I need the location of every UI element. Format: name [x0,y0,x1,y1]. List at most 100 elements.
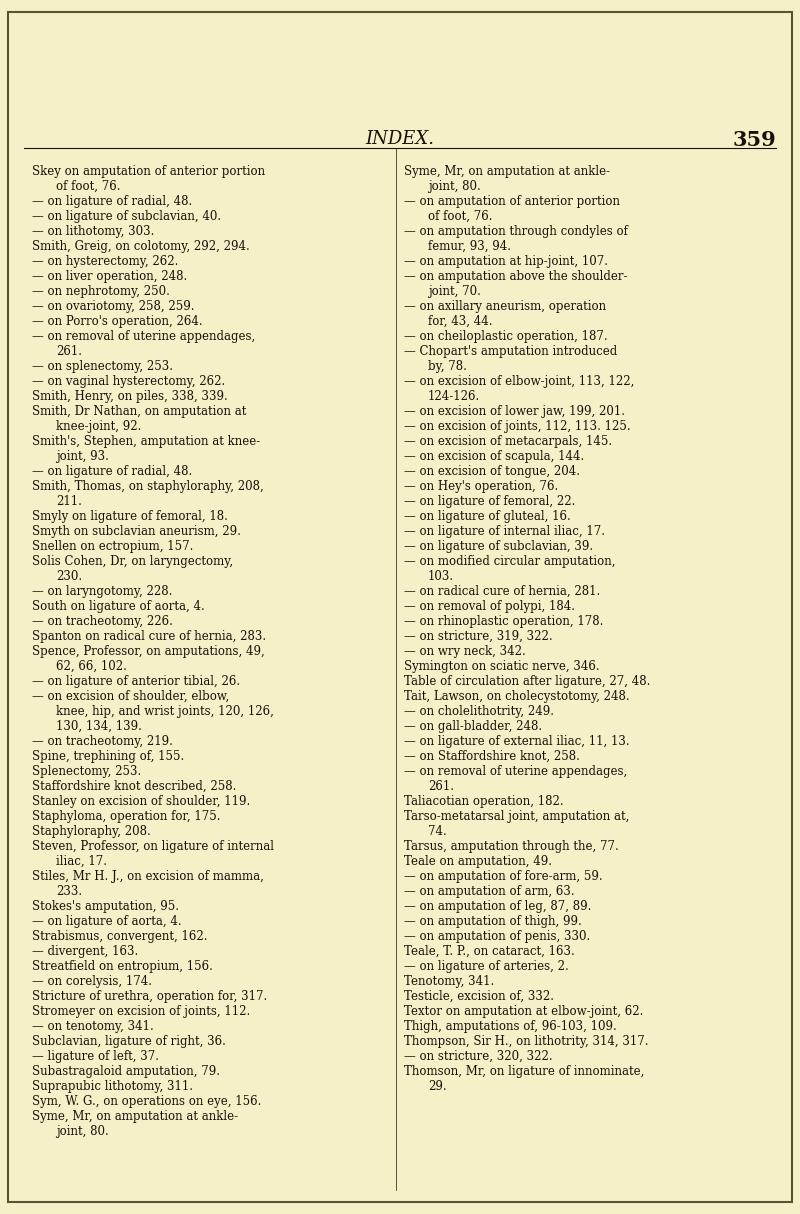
Text: Smith's, Stephen, amputation at knee-: Smith's, Stephen, amputation at knee- [32,435,260,448]
Text: Teale, T. P., on cataract, 163.: Teale, T. P., on cataract, 163. [404,944,574,958]
Text: iliac, 17.: iliac, 17. [56,855,107,868]
Text: — on ligature of external iliac, 11, 13.: — on ligature of external iliac, 11, 13. [404,734,630,748]
Text: joint, 80.: joint, 80. [56,1124,109,1138]
Text: — on amputation of anterior portion: — on amputation of anterior portion [404,195,620,208]
Text: Solis Cohen, Dr, on laryngectomy,: Solis Cohen, Dr, on laryngectomy, [32,555,233,568]
Text: — on laryngotomy, 228.: — on laryngotomy, 228. [32,585,172,597]
Text: — Chopart's amputation introduced: — Chopart's amputation introduced [404,345,618,358]
Text: — on excision of tongue, 204.: — on excision of tongue, 204. [404,465,580,478]
Text: Stokes's amputation, 95.: Stokes's amputation, 95. [32,900,179,913]
Text: Strabismus, convergent, 162.: Strabismus, convergent, 162. [32,930,207,942]
Text: Steven, Professor, on ligature of internal: Steven, Professor, on ligature of intern… [32,840,274,852]
Text: — on wry neck, 342.: — on wry neck, 342. [404,645,526,658]
Text: Smith, Thomas, on staphyloraphy, 208,: Smith, Thomas, on staphyloraphy, 208, [32,480,264,493]
Text: Suprapubic lithotomy, 311.: Suprapubic lithotomy, 311. [32,1079,193,1093]
Text: — on gall-bladder, 248.: — on gall-bladder, 248. [404,720,542,733]
Text: — on corelysis, 174.: — on corelysis, 174. [32,975,152,988]
Text: Skey on amputation of anterior portion: Skey on amputation of anterior portion [32,165,265,178]
Text: INDEX.: INDEX. [366,130,434,148]
Text: Stricture of urethra, operation for, 317.: Stricture of urethra, operation for, 317… [32,989,267,1003]
Text: — on excision of joints, 112, 113. 125.: — on excision of joints, 112, 113. 125. [404,420,630,433]
Text: 261.: 261. [56,345,82,358]
Text: knee-joint, 92.: knee-joint, 92. [56,420,142,433]
Text: joint, 80.: joint, 80. [428,180,481,193]
Text: — on tenotomy, 341.: — on tenotomy, 341. [32,1020,154,1033]
Text: 74.: 74. [428,824,446,838]
Text: Smith, Greig, on colotomy, 292, 294.: Smith, Greig, on colotomy, 292, 294. [32,240,250,253]
Text: Spanton on radical cure of hernia, 283.: Spanton on radical cure of hernia, 283. [32,630,266,642]
Text: Staphyloraphy, 208.: Staphyloraphy, 208. [32,824,150,838]
Text: — on amputation of fore-arm, 59.: — on amputation of fore-arm, 59. [404,869,602,883]
Text: — on tracheotomy, 226.: — on tracheotomy, 226. [32,614,173,628]
Text: Table of circulation after ligature, 27, 48.: Table of circulation after ligature, 27,… [404,675,650,688]
Text: — on liver operation, 248.: — on liver operation, 248. [32,270,187,283]
Text: Spence, Professor, on amputations, 49,: Spence, Professor, on amputations, 49, [32,645,265,658]
Text: — on ligature of internal iliac, 17.: — on ligature of internal iliac, 17. [404,524,605,538]
Text: 359: 359 [732,130,776,151]
Text: Testicle, excision of, 332.: Testicle, excision of, 332. [404,989,554,1003]
Text: Snellen on ectropium, 157.: Snellen on ectropium, 157. [32,540,194,552]
Text: — on amputation of arm, 63.: — on amputation of arm, 63. [404,885,574,897]
Text: joint, 93.: joint, 93. [56,450,109,463]
Text: for, 43, 44.: for, 43, 44. [428,314,493,328]
Text: Stiles, Mr H. J., on excision of mamma,: Stiles, Mr H. J., on excision of mamma, [32,869,264,883]
Text: — on ligature of subclavian, 40.: — on ligature of subclavian, 40. [32,210,221,223]
Text: 130, 134, 139.: 130, 134, 139. [56,720,142,733]
Text: Smyth on subclavian aneurism, 29.: Smyth on subclavian aneurism, 29. [32,524,241,538]
Text: femur, 93, 94.: femur, 93, 94. [428,240,511,253]
Text: Syme, Mr, on amputation at ankle-: Syme, Mr, on amputation at ankle- [404,165,610,178]
Text: — on stricture, 319, 322.: — on stricture, 319, 322. [404,630,553,642]
Text: — on removal of polypi, 184.: — on removal of polypi, 184. [404,600,575,613]
Text: Smyly on ligature of femoral, 18.: Smyly on ligature of femoral, 18. [32,510,228,523]
Text: Splenectomy, 253.: Splenectomy, 253. [32,765,142,778]
Text: — on radical cure of hernia, 281.: — on radical cure of hernia, 281. [404,585,600,597]
Text: 29.: 29. [428,1079,446,1093]
Text: — on amputation of thigh, 99.: — on amputation of thigh, 99. [404,914,582,927]
Text: — on rhinoplastic operation, 178.: — on rhinoplastic operation, 178. [404,614,603,628]
Text: — on hysterectomy, 262.: — on hysterectomy, 262. [32,255,178,268]
Text: — on ligature of arteries, 2.: — on ligature of arteries, 2. [404,959,569,972]
Text: — on splenectomy, 253.: — on splenectomy, 253. [32,359,173,373]
Text: — on amputation of penis, 330.: — on amputation of penis, 330. [404,930,590,942]
Text: 103.: 103. [428,569,454,583]
Text: — on ligature of radial, 48.: — on ligature of radial, 48. [32,195,192,208]
Text: — on Staffordshire knot, 258.: — on Staffordshire knot, 258. [404,750,580,762]
Text: Subclavian, ligature of right, 36.: Subclavian, ligature of right, 36. [32,1034,226,1048]
Text: — on modified circular amputation,: — on modified circular amputation, [404,555,615,568]
Text: — on lithotomy, 303.: — on lithotomy, 303. [32,225,154,238]
Text: Staphyloma, operation for, 175.: Staphyloma, operation for, 175. [32,810,221,823]
Text: — on excision of elbow-joint, 113, 122,: — on excision of elbow-joint, 113, 122, [404,375,634,388]
Text: Smith, Dr Nathan, on amputation at: Smith, Dr Nathan, on amputation at [32,405,246,418]
Text: — on ligature of gluteal, 16.: — on ligature of gluteal, 16. [404,510,570,523]
Text: Smith, Henry, on piles, 338, 339.: Smith, Henry, on piles, 338, 339. [32,390,228,403]
Text: Teale on amputation, 49.: Teale on amputation, 49. [404,855,552,868]
Text: Tenotomy, 341.: Tenotomy, 341. [404,975,494,988]
Text: Tarso-metatarsal joint, amputation at,: Tarso-metatarsal joint, amputation at, [404,810,630,823]
Text: — on excision of shoulder, elbow,: — on excision of shoulder, elbow, [32,690,230,703]
Text: — on excision of metacarpals, 145.: — on excision of metacarpals, 145. [404,435,612,448]
Text: Tait, Lawson, on cholecystotomy, 248.: Tait, Lawson, on cholecystotomy, 248. [404,690,630,703]
Text: — on nephrotomy, 250.: — on nephrotomy, 250. [32,285,170,297]
Text: — on axillary aneurism, operation: — on axillary aneurism, operation [404,300,606,313]
Text: 261.: 261. [428,779,454,793]
Text: South on ligature of aorta, 4.: South on ligature of aorta, 4. [32,600,205,613]
Text: — on cholelithotrity, 249.: — on cholelithotrity, 249. [404,705,554,717]
Text: Spine, trephining of, 155.: Spine, trephining of, 155. [32,750,184,762]
Text: of foot, 76.: of foot, 76. [428,210,493,223]
Text: — on Porro's operation, 264.: — on Porro's operation, 264. [32,314,202,328]
Text: Streatfield on entropium, 156.: Streatfield on entropium, 156. [32,959,213,972]
Text: Subastragaloid amputation, 79.: Subastragaloid amputation, 79. [32,1065,220,1078]
Text: by, 78.: by, 78. [428,359,467,373]
Text: 124-126.: 124-126. [428,390,480,403]
Text: — on cheiloplastic operation, 187.: — on cheiloplastic operation, 187. [404,330,608,342]
Text: — on amputation through condyles of: — on amputation through condyles of [404,225,628,238]
Text: — on stricture, 320, 322.: — on stricture, 320, 322. [404,1050,553,1062]
Text: Stromeyer on excision of joints, 112.: Stromeyer on excision of joints, 112. [32,1005,250,1017]
Text: — on excision of lower jaw, 199, 201.: — on excision of lower jaw, 199, 201. [404,405,625,418]
Text: Textor on amputation at elbow-joint, 62.: Textor on amputation at elbow-joint, 62. [404,1005,643,1017]
Text: Syme, Mr, on amputation at ankle-: Syme, Mr, on amputation at ankle- [32,1110,238,1123]
Text: — on vaginal hysterectomy, 262.: — on vaginal hysterectomy, 262. [32,375,226,388]
Text: — on excision of scapula, 144.: — on excision of scapula, 144. [404,450,584,463]
Text: — on removal of uterine appendages,: — on removal of uterine appendages, [404,765,627,778]
Text: — on amputation of leg, 87, 89.: — on amputation of leg, 87, 89. [404,900,591,913]
